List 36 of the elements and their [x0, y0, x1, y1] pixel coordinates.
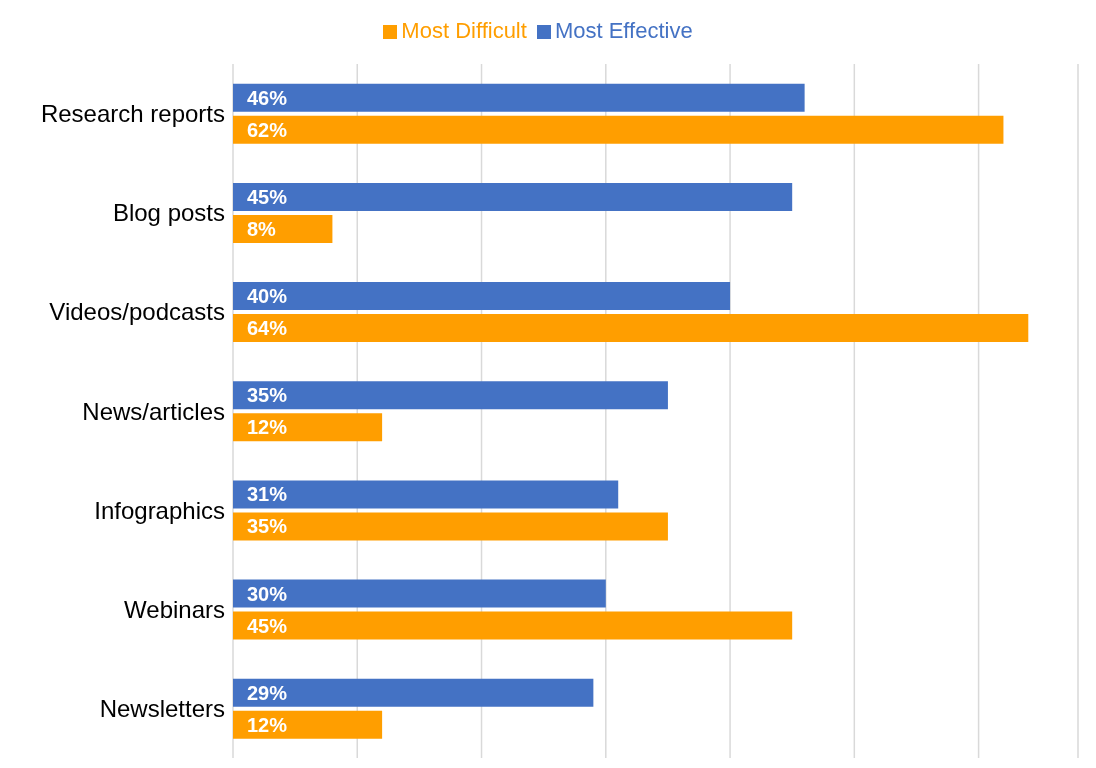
- bar: [233, 115, 1004, 144]
- y-tick-label: Blog posts: [112, 199, 225, 227]
- bar: [233, 413, 383, 442]
- legend-label: Most Difficult: [401, 18, 527, 43]
- data-label: 12%: [247, 416, 288, 439]
- bar: [233, 83, 805, 112]
- data-label: 45%: [247, 185, 288, 208]
- data-label: 40%: [247, 285, 288, 308]
- data-label: 35%: [247, 515, 288, 538]
- y-tick-label: Webinars: [124, 595, 225, 623]
- data-label: 31%: [247, 483, 288, 506]
- data-label: 8%: [247, 217, 277, 240]
- y-tick-label: Infographics: [94, 496, 225, 524]
- data-label: 62%: [247, 118, 288, 141]
- bar: [233, 480, 619, 509]
- bar: [233, 282, 731, 311]
- y-tick-label: News/articles: [82, 397, 225, 425]
- y-tick-label: Newsletters: [99, 694, 225, 722]
- data-label: 35%: [247, 384, 288, 407]
- bar: [233, 579, 606, 608]
- bar: [233, 678, 594, 707]
- bar: [233, 182, 793, 211]
- data-label: 45%: [247, 614, 288, 637]
- legend-label: Most Effective: [554, 18, 693, 43]
- bar: [233, 381, 668, 410]
- bar: [233, 710, 383, 739]
- bar: [233, 314, 1029, 343]
- data-label: 46%: [247, 86, 288, 109]
- y-tick-label: Research reports: [40, 100, 225, 128]
- data-label: 12%: [247, 713, 288, 736]
- bar: [233, 512, 668, 541]
- bar: [233, 611, 793, 640]
- data-label: 30%: [247, 582, 288, 605]
- data-label: 64%: [247, 317, 288, 340]
- y-tick-label: Videos/podcasts: [49, 298, 225, 326]
- data-label: 29%: [247, 681, 288, 704]
